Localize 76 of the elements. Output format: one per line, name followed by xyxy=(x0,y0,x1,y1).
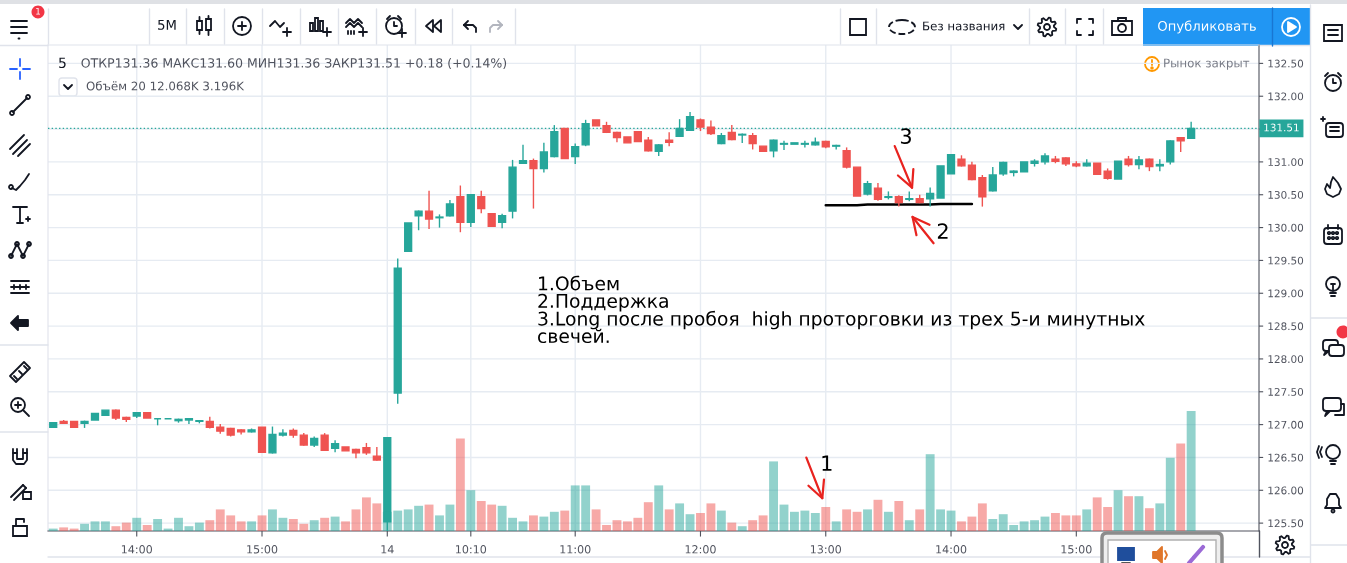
y-tick-label: 132.50 xyxy=(1268,59,1304,68)
x-tick-label: 12:00 xyxy=(685,545,716,554)
candlestick xyxy=(101,409,110,417)
candlestick xyxy=(90,412,100,421)
candlestick xyxy=(404,222,413,252)
candlestick xyxy=(852,166,862,197)
chart-title: Объём 20 12.068K 3.196K xyxy=(86,81,245,91)
candlestick xyxy=(633,130,642,143)
candlestick xyxy=(69,420,79,428)
text: ОТКР131.36 МАКС131.60 МИН131.36 ЗАКР131.51 +0.18 (+0.14%) xyxy=(81,57,507,70)
candlestick xyxy=(926,187,935,207)
candlestick xyxy=(477,190,486,214)
candlestick xyxy=(1113,160,1123,180)
y-tick-label: 126.00 xyxy=(1268,486,1304,495)
x-tick-label: 11:00 xyxy=(560,545,591,554)
candlestick xyxy=(988,167,997,192)
candlestick xyxy=(49,421,58,428)
candlestick xyxy=(143,412,152,419)
candlestick xyxy=(1166,140,1175,165)
y-tick-label: 127.50 xyxy=(1268,387,1304,396)
annotation: 2 xyxy=(937,223,948,239)
candlestick xyxy=(539,142,549,173)
y-tick-label: 132.00 xyxy=(1268,92,1304,101)
candlestick xyxy=(936,165,945,199)
candlestick xyxy=(665,132,674,147)
candlestick xyxy=(758,145,768,153)
annotation: 3 xyxy=(900,128,911,145)
y-tick-label: 130.00 xyxy=(1268,223,1304,232)
y-tick-label: 130.50 xyxy=(1268,190,1304,199)
y-tick-label: 129.50 xyxy=(1268,256,1304,265)
candlestick xyxy=(978,174,987,207)
y-tick-label: 128.00 xyxy=(1268,355,1304,364)
text: 5 xyxy=(59,57,66,69)
x-tick-label: 14:00 xyxy=(121,545,153,554)
annotation: 1.Объем 2.Поддержка 3.Long после пробоя high проторговки из трех 5-и минутных свечей. xyxy=(538,275,1145,344)
x-tick-label: 13:00 xyxy=(810,545,842,554)
candlestick xyxy=(372,446,381,461)
candlestick xyxy=(1155,159,1164,172)
candlestick xyxy=(581,119,590,147)
candlestick xyxy=(591,119,601,127)
x-tick-label: 15:00 xyxy=(1061,545,1092,554)
candlestick xyxy=(529,158,538,209)
candlestick xyxy=(623,136,632,144)
candlestick xyxy=(560,127,569,160)
y-tick-label: 126.50 xyxy=(1268,453,1304,462)
y-tick-label: 129.00 xyxy=(1268,289,1304,298)
candlestick xyxy=(341,446,350,452)
text: Без названия xyxy=(923,21,1005,31)
x-tick-label: 10:10 xyxy=(456,545,487,554)
candlestick xyxy=(800,140,810,148)
x-tick-label: 14 xyxy=(381,545,394,554)
candlestick xyxy=(414,210,423,231)
candlestick xyxy=(518,144,528,164)
y-tick-label: 128.50 xyxy=(1268,322,1304,331)
candlestick xyxy=(424,190,434,229)
x-tick-label: 15:00 xyxy=(247,545,278,554)
candlestick xyxy=(268,426,277,454)
text: 1 xyxy=(36,7,41,15)
candlestick xyxy=(487,213,496,227)
text: Опубликовать xyxy=(1158,20,1256,34)
candlestick xyxy=(257,426,267,453)
y-tick-label: 131.00 xyxy=(1268,158,1304,167)
text: 5M xyxy=(158,20,176,30)
annotation: Рынок закрыт xyxy=(1164,58,1250,70)
candlestick xyxy=(842,147,851,169)
y-tick-label: 125.50 xyxy=(1268,519,1304,528)
x-tick-label: 14:00 xyxy=(936,545,967,554)
candlestick xyxy=(946,153,956,175)
candlestick xyxy=(1093,162,1102,176)
ref-line-label: 131.51 xyxy=(1264,123,1299,132)
candlestick xyxy=(779,140,789,151)
candlestick xyxy=(571,143,580,164)
y-tick-label: 127.00 xyxy=(1268,420,1304,429)
candlestick xyxy=(1019,161,1029,173)
candlestick xyxy=(790,142,799,145)
candlestick xyxy=(184,417,194,424)
